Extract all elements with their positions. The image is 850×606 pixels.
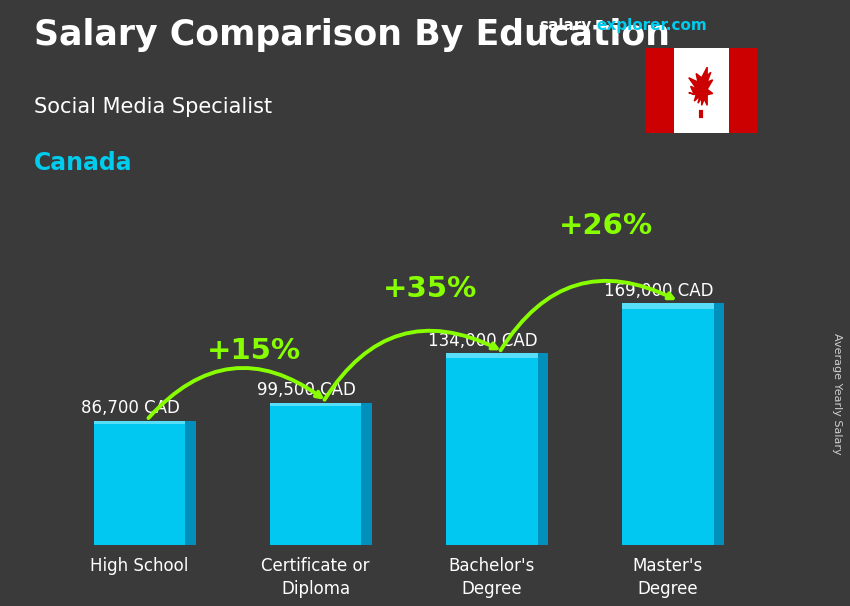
Text: 99,500 CAD: 99,500 CAD — [258, 381, 356, 399]
Bar — [270, 403, 361, 406]
Text: Canada: Canada — [34, 152, 133, 176]
Text: 86,700 CAD: 86,700 CAD — [82, 399, 180, 418]
Text: explorer.com: explorer.com — [597, 18, 707, 33]
Text: Average Yearly Salary: Average Yearly Salary — [832, 333, 842, 454]
Bar — [622, 304, 714, 545]
Bar — [537, 353, 548, 545]
Text: +26%: +26% — [559, 212, 654, 241]
Bar — [270, 403, 361, 545]
Bar — [185, 421, 196, 545]
Bar — [446, 353, 537, 545]
Text: Social Media Specialist: Social Media Specialist — [34, 97, 272, 117]
Bar — [646, 48, 673, 133]
Bar — [361, 403, 372, 545]
Bar — [446, 353, 537, 358]
Bar — [673, 48, 728, 133]
Text: salary: salary — [540, 18, 592, 33]
Text: 169,000 CAD: 169,000 CAD — [604, 282, 714, 299]
Bar — [714, 304, 724, 545]
Bar — [622, 304, 714, 308]
Bar — [94, 421, 185, 545]
Text: +15%: +15% — [207, 337, 301, 365]
Bar — [94, 421, 185, 424]
Polygon shape — [688, 67, 712, 105]
Bar — [728, 48, 756, 133]
Text: +35%: +35% — [383, 275, 478, 303]
Text: Salary Comparison By Education: Salary Comparison By Education — [34, 18, 670, 52]
Text: 134,000 CAD: 134,000 CAD — [428, 331, 538, 350]
